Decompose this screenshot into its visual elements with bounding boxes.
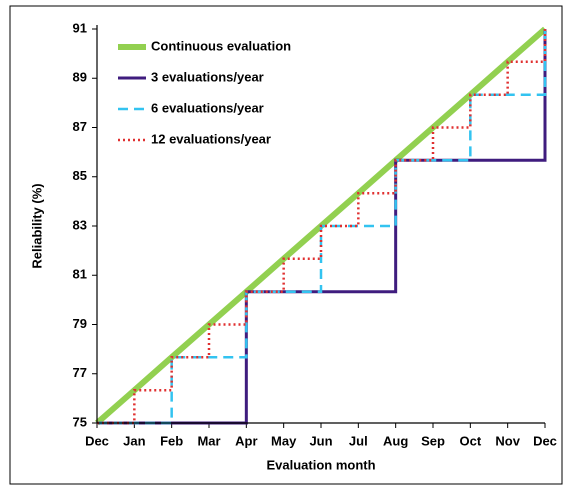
y-axis-label: Reliability (%) [29, 183, 44, 268]
legend-label: 3 evaluations/year [151, 69, 264, 84]
y-tick-label: 89 [73, 70, 87, 85]
y-tick-label: 87 [73, 119, 87, 134]
x-tick-label: Dec [85, 433, 109, 448]
x-tick-label: Dec [533, 433, 557, 448]
frame [9, 5, 563, 485]
y-tick-label: 83 [73, 217, 87, 232]
x-tick-label: Nov [495, 433, 520, 448]
y-tick-label: 85 [73, 168, 87, 183]
x-tick-label: Feb [160, 433, 183, 448]
x-tick-label: May [271, 433, 297, 448]
x-tick-label: Mar [197, 433, 220, 448]
legend-label: Continuous evaluation [151, 38, 291, 53]
x-tick-label: Apr [235, 433, 257, 448]
series-line [97, 29, 547, 425]
y-tick-label: 79 [73, 316, 87, 331]
x-tick-label: Jul [349, 433, 368, 448]
x-tick-label: Jun [309, 433, 332, 448]
y-tick-label: 77 [73, 365, 87, 380]
y-tick-label: 91 [73, 20, 87, 35]
x-tick-label: Sep [421, 433, 445, 448]
y-tick-label: 75 [73, 414, 87, 429]
x-tick-label: Oct [459, 433, 481, 448]
x-axis-label: Evaluation month [266, 457, 375, 472]
x-tick-label: Jan [123, 433, 145, 448]
legend-label: 12 evaluations/year [151, 131, 271, 146]
legend-label: 6 evaluations/year [151, 100, 264, 115]
y-tick-label: 81 [73, 267, 87, 282]
x-tick-label: Aug [383, 433, 408, 448]
